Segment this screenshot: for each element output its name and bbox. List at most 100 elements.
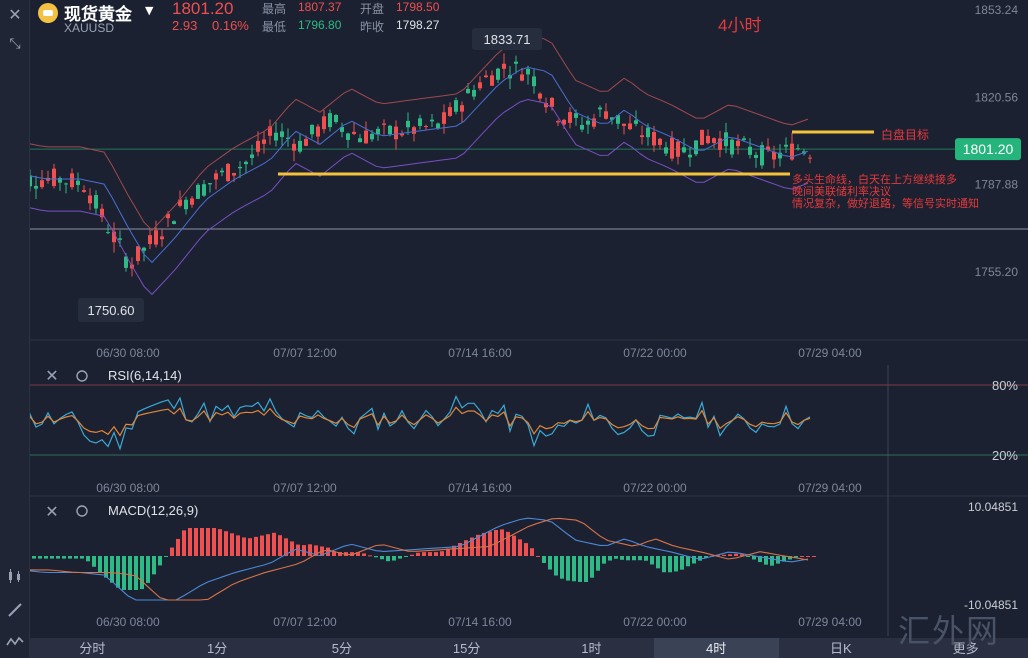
lower-band-line (0, 98, 809, 296)
rsi-slow-line (0, 406, 811, 437)
macd-histogram-bar (662, 556, 666, 573)
collapse-arrows-icon[interactable]: ⤡ (9, 36, 21, 52)
candle-body (100, 208, 104, 218)
candle-body (190, 198, 194, 205)
candle-body (256, 140, 260, 152)
rsi-x-axis-label: 07/14 16:00 (448, 481, 512, 495)
candle-body (316, 126, 320, 137)
tab-1[interactable]: 1分 (207, 641, 228, 656)
candle-body (604, 111, 608, 119)
candle-body (628, 123, 632, 130)
macd-histogram-bar (410, 554, 414, 556)
candle-body (724, 132, 728, 147)
rsi-x-axis-label: 06/30 08:00 (96, 481, 160, 495)
rsi-fast-line (0, 395, 811, 451)
tab-6[interactable]: 日K (830, 641, 852, 656)
candle-body (586, 120, 590, 125)
candle-body (250, 154, 254, 158)
price-axis-label: 1787.88 (975, 178, 1019, 192)
macd-histogram-bar (392, 556, 396, 561)
macd-histogram-bar (812, 556, 816, 557)
macd-histogram-bar (452, 545, 456, 556)
candle-body (760, 145, 764, 166)
macd-histogram-bar (446, 548, 450, 556)
candle-body (736, 140, 740, 147)
instrument-name[interactable]: 现货黄金 (64, 5, 132, 24)
candle-body (670, 137, 674, 159)
annotation-target: 白盘目标 (881, 127, 929, 142)
close-icon[interactable]: ✕ (8, 4, 22, 24)
rsi-settings-icon (76, 370, 88, 382)
macd-histogram-bar (674, 556, 678, 572)
macd-histogram-bar (398, 556, 402, 559)
candle-body (580, 124, 584, 130)
macd-histogram-bar (182, 530, 186, 556)
candle-body (112, 231, 116, 243)
candle-body (202, 184, 206, 196)
macd-x-axis-label: 06/30 08:00 (96, 615, 160, 629)
tab-7[interactable]: 更多 (952, 641, 979, 656)
macd-histogram-bar (158, 556, 162, 566)
candle-body (70, 173, 74, 188)
macd-histogram-bar (758, 556, 762, 563)
candle-body (214, 173, 218, 180)
candle-body (28, 175, 32, 187)
high-callout-box (472, 28, 542, 50)
prev-close-label: 昨收 (360, 20, 385, 34)
candle-body (94, 195, 98, 209)
candle-body (118, 238, 122, 240)
macd-histogram-bar (608, 556, 612, 561)
macd-histogram-bar (176, 538, 180, 556)
candle-body (490, 75, 494, 86)
candle-body (136, 246, 140, 261)
macd-histogram-bar (188, 528, 192, 556)
chevron-down-icon[interactable]: ▼ (145, 4, 154, 17)
macd-histogram-bar (242, 537, 246, 556)
candle-body (454, 100, 458, 112)
macd-histogram-bar (272, 532, 276, 556)
candle-body (178, 199, 182, 206)
macd-histogram-bar (566, 556, 570, 581)
candle-body (238, 166, 242, 169)
tab-5[interactable]: 4时 (653, 638, 779, 658)
macd-histogram-bar (530, 548, 534, 556)
current-price-tag-bg (955, 138, 1021, 161)
tab-0[interactable]: 分时 (79, 641, 106, 656)
macd-histogram-bar (194, 528, 198, 556)
macd-histogram-bar (38, 556, 42, 559)
rsi-level-20: 20% (992, 448, 1018, 463)
tab-4[interactable]: 1时 (581, 641, 602, 656)
macd-histogram-bar (350, 552, 354, 556)
tab-2[interactable]: 5分 (331, 641, 352, 656)
tab-3[interactable]: 15分 (452, 641, 481, 656)
macd-histogram-bar (560, 556, 564, 579)
macd-histogram-bar (74, 556, 78, 559)
candle-body (742, 138, 746, 140)
candle-body (388, 125, 392, 135)
macd-histogram-bar (680, 556, 684, 570)
candle-body (502, 63, 506, 69)
draw-line-icon[interactable] (3, 598, 27, 622)
macd-axis-top: 10.04851 (968, 500, 1018, 514)
low-callout: 1750.60 (88, 303, 135, 318)
macd-histogram-bar (266, 534, 270, 556)
macd-histogram-bar (656, 556, 660, 569)
candle-body (232, 173, 236, 176)
candle-body (532, 76, 536, 87)
candle-body (196, 184, 200, 199)
macd-histogram-bar (620, 556, 624, 560)
candle-body (796, 148, 800, 150)
candle-body (730, 139, 734, 155)
macd-histogram-bar (794, 556, 798, 558)
macd-histogram-bar (470, 537, 474, 556)
macd-x-axis-label: 07/29 04:00 (798, 615, 862, 629)
macd-histogram-bar (668, 556, 672, 573)
macd-histogram-bar (440, 551, 444, 556)
macd-histogram-bar (728, 554, 732, 556)
indicator-icon[interactable] (3, 630, 27, 654)
macd-histogram-bar (434, 552, 438, 556)
candlestick-icon[interactable] (3, 564, 27, 588)
macd-histogram-bar (68, 556, 72, 559)
candle-body (574, 113, 578, 118)
